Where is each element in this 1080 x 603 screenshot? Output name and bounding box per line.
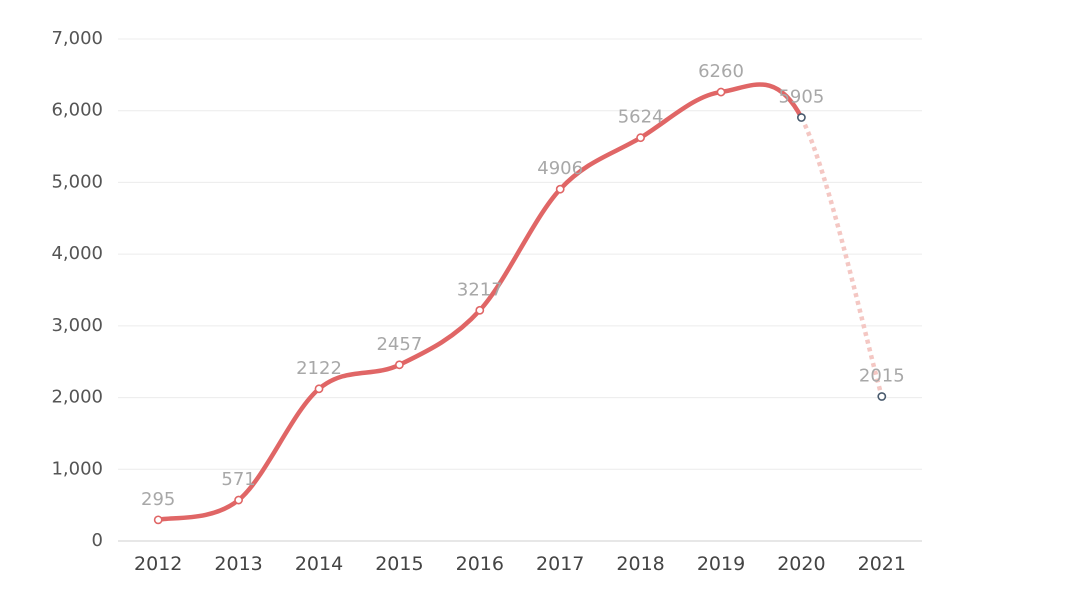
- data-label: 295: [141, 489, 175, 510]
- x-tick-label: 2020: [777, 553, 825, 575]
- y-axis-ticks: 0 1,000 2,000 3,000 4,000 5,000 6,000 7,000: [51, 28, 103, 551]
- data-point: [716, 87, 726, 97]
- x-tick-label: 2012: [134, 553, 182, 575]
- series-marker-layer: [153, 87, 887, 525]
- data-point: [555, 184, 565, 194]
- series-line-layer: [155, 82, 884, 523]
- data-point: [234, 495, 243, 505]
- data-point: [153, 515, 163, 525]
- x-tick-label: 2016: [456, 553, 504, 575]
- x-tick-label: 2019: [697, 553, 745, 575]
- y-tick-label: 6,000: [51, 100, 103, 121]
- x-tick-label: 2018: [616, 553, 664, 575]
- data-point: [797, 113, 806, 122]
- series-line-actual: [155, 82, 804, 523]
- data-label: 5905: [778, 87, 824, 108]
- data-label: 5624: [618, 107, 664, 128]
- y-tick-label: 0: [92, 530, 103, 551]
- data-label-layer: 295 571 2122 2457 3217 4906 5624 6260 5905 2015: [141, 61, 905, 510]
- data-label: 2122: [296, 358, 342, 379]
- x-tick-label: 2013: [214, 553, 262, 575]
- y-tick-label: 2,000: [51, 387, 103, 408]
- data-point: [877, 392, 887, 401]
- grid-layer: [118, 38, 922, 470]
- x-tick-label: 2021: [858, 553, 906, 575]
- y-tick-label: 5,000: [51, 171, 103, 192]
- y-tick-label: 1,000: [51, 458, 103, 479]
- x-tick-label: 2014: [295, 553, 343, 575]
- x-tick-label: 2015: [375, 553, 423, 575]
- data-label: 571: [221, 469, 255, 490]
- y-tick-label: 7,000: [51, 28, 103, 49]
- data-label: 4906: [537, 158, 583, 179]
- data-point: [394, 360, 404, 370]
- data-label: 2457: [376, 334, 422, 355]
- data-point: [314, 384, 324, 394]
- y-tick-label: 3,000: [51, 315, 103, 336]
- data-label: 2015: [859, 365, 905, 386]
- data-point: [475, 305, 485, 315]
- data-label: 3217: [457, 279, 503, 300]
- x-tick-label: 2017: [536, 553, 584, 575]
- y-tick-label: 4,000: [51, 243, 103, 264]
- series-line-forecast: [799, 116, 884, 398]
- data-label: 6260: [698, 61, 744, 82]
- x-axis-ticks: 2012 2013 2014 2015 2016 2017 2018 2019 2020 2021: [118, 540, 922, 575]
- data-point: [636, 133, 645, 143]
